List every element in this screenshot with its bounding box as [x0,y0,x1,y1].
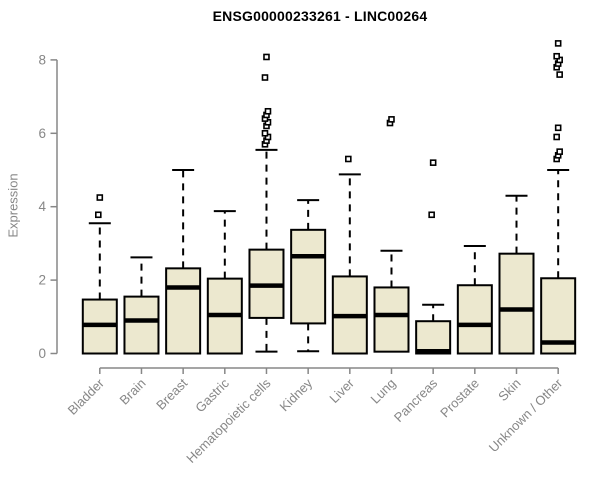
y-tick-label: 2 [38,273,46,288]
x-tick-label-prostate: Prostate [437,376,482,421]
outlier-point [264,107,272,115]
outlier-point [556,71,563,78]
boxplot-lung [373,116,410,353]
y-tick-label: 4 [38,199,46,214]
iqr-box [456,284,493,355]
boxplot-skin [498,194,535,355]
outlier-point [261,74,269,81]
x-tick-label-kidney: Kidney [277,375,316,414]
outlier-point [428,211,435,219]
outlier-point [553,52,560,60]
iqr-box [165,267,202,355]
outlier-point [263,53,270,61]
y-tick-label: 6 [38,126,46,141]
boxplot-bladder [81,194,118,355]
boxplot-breast [165,169,202,355]
x-tick-label-pancreas: Pancreas [391,375,441,425]
x-tick-label-breast: Breast [153,375,190,412]
x-tick-label-gastric: Gastric [192,375,232,415]
x-tick-label-lung: Lung [368,376,399,407]
x-tick-label-brain: Brain [117,376,149,408]
boxplot-brain [123,256,160,355]
boxplot-pancreas [415,159,452,355]
outlier-point [388,116,395,123]
iqr-box [290,228,327,325]
outlier-point [556,148,563,155]
x-tick-label-bladder: Bladder [65,375,108,418]
outlier-point [261,130,269,137]
outlier-point [553,133,560,141]
outlier-point [554,40,562,47]
iqr-box [415,320,452,355]
boxplot-hematopoietic-cells [248,53,285,353]
x-tick-label-liver: Liver [326,375,357,406]
iqr-box [498,252,535,355]
x-tick-label-unknown-other: Unknown / Other [486,375,566,455]
iqr-box [373,286,410,353]
boxplot-gastric [206,210,243,355]
outlier-point [429,159,437,166]
outlier-point [554,124,562,132]
chart-title: ENSG00000233261 - LINC00264 [212,8,428,24]
boxplot-liver [331,155,368,355]
x-tick-label-skin: Skin [495,376,523,404]
outlier-point [95,211,102,219]
iqr-box [123,295,160,355]
y-tick-label: 8 [38,52,46,67]
y-axis: 0 2 4 6 8 [38,52,58,361]
boxplot-kidney [290,199,327,353]
y-tick-label: 0 [38,346,46,361]
boxplot-prostate [456,244,493,355]
boxplot-unknown-other [540,40,577,355]
outlier-point [345,155,352,163]
outlier-point [96,194,104,201]
